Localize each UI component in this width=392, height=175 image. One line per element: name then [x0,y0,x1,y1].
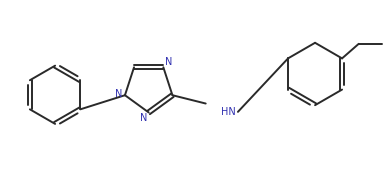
Text: N: N [165,57,172,67]
Text: HN: HN [221,107,236,117]
Text: N: N [115,89,122,99]
Text: N: N [140,113,147,123]
